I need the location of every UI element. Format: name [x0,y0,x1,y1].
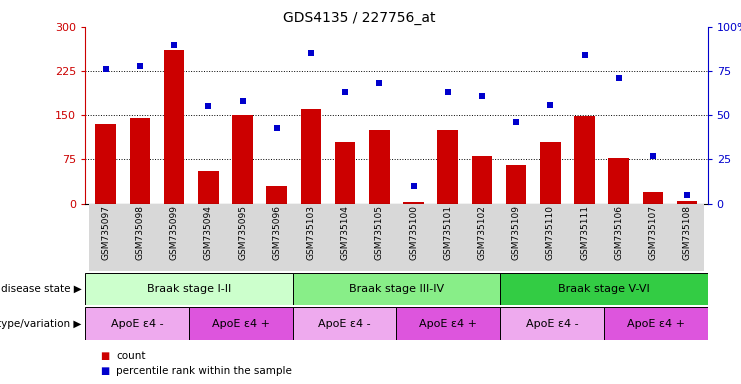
Text: GSM735109: GSM735109 [511,205,521,260]
Bar [396,204,431,271]
Bar [604,307,708,340]
Bar [431,204,465,271]
Text: GSM735106: GSM735106 [614,205,623,260]
Point [339,89,351,95]
Bar [369,130,390,204]
Bar [328,204,362,271]
Bar [293,273,500,305]
Bar [130,118,150,204]
Text: GSM735105: GSM735105 [375,205,384,260]
Text: GSM735098: GSM735098 [136,205,144,260]
Text: genotype/variation ▶: genotype/variation ▶ [0,318,82,329]
Point [442,89,453,95]
Bar [636,204,670,271]
Point [613,75,625,81]
Bar [123,204,157,271]
Bar [293,307,396,340]
Bar [96,124,116,204]
Point [681,192,693,198]
Text: GSM735096: GSM735096 [272,205,282,260]
Text: ApoE ε4 -: ApoE ε4 - [318,318,371,329]
Text: count: count [116,351,146,361]
Text: ApoE ε4 -: ApoE ε4 - [110,318,164,329]
Bar [198,171,219,204]
Point [511,119,522,125]
Bar [294,204,328,271]
Text: Braak stage III-IV: Braak stage III-IV [349,284,444,294]
Bar [608,157,629,204]
Text: GSM735101: GSM735101 [443,205,452,260]
Bar [189,307,293,340]
Text: ApoE ε4 -: ApoE ε4 - [525,318,579,329]
Point [373,80,385,86]
Bar [499,204,534,271]
Text: GSM735110: GSM735110 [546,205,555,260]
Text: ApoE ε4 +: ApoE ε4 + [627,318,685,329]
Bar [164,50,185,204]
Point [476,93,488,99]
Text: ApoE ε4 +: ApoE ε4 + [212,318,270,329]
Point [134,63,146,69]
Text: GSM735107: GSM735107 [648,205,657,260]
Bar [506,165,526,204]
Bar [465,204,499,271]
Point [100,66,112,72]
Bar [335,142,356,204]
Point [305,50,317,56]
Bar [225,204,259,271]
Text: GSM735108: GSM735108 [682,205,691,260]
Text: GSM735103: GSM735103 [307,205,316,260]
Text: ApoE ε4 +: ApoE ε4 + [419,318,477,329]
Bar [85,273,293,305]
Bar [568,204,602,271]
Bar [89,204,123,271]
Bar [301,109,321,204]
Text: ■: ■ [100,366,109,376]
Bar [540,142,561,204]
Text: disease state ▶: disease state ▶ [1,284,82,294]
Text: Braak stage V-VI: Braak stage V-VI [558,284,650,294]
Text: GSM735111: GSM735111 [580,205,589,260]
Bar [677,200,697,204]
Bar [642,192,663,204]
Bar [500,273,708,305]
Point [270,124,282,131]
Bar [437,130,458,204]
Point [545,101,556,108]
Text: Braak stage I-II: Braak stage I-II [147,284,231,294]
Bar [403,202,424,204]
Bar [574,116,595,204]
Bar [267,186,287,204]
Bar [191,204,225,271]
Point [408,183,419,189]
Point [579,52,591,58]
Bar [500,307,604,340]
Bar [362,204,396,271]
Text: percentile rank within the sample: percentile rank within the sample [116,366,292,376]
Text: GSM735102: GSM735102 [477,205,486,260]
Text: GSM735104: GSM735104 [341,205,350,260]
Bar [670,204,704,271]
Point [236,98,248,104]
Point [168,41,180,48]
Bar [157,204,191,271]
Text: GSM735095: GSM735095 [238,205,247,260]
Bar [472,156,492,204]
Bar [602,204,636,271]
Point [202,103,214,109]
Bar [534,204,568,271]
Text: GDS4135 / 227756_at: GDS4135 / 227756_at [283,11,436,25]
Point [647,153,659,159]
Text: GSM735097: GSM735097 [102,205,110,260]
Text: GSM735100: GSM735100 [409,205,418,260]
Bar [232,115,253,204]
Bar [85,307,189,340]
Text: GSM735099: GSM735099 [170,205,179,260]
Bar [259,204,294,271]
Text: GSM735094: GSM735094 [204,205,213,260]
Text: ■: ■ [100,351,109,361]
Bar [396,307,500,340]
